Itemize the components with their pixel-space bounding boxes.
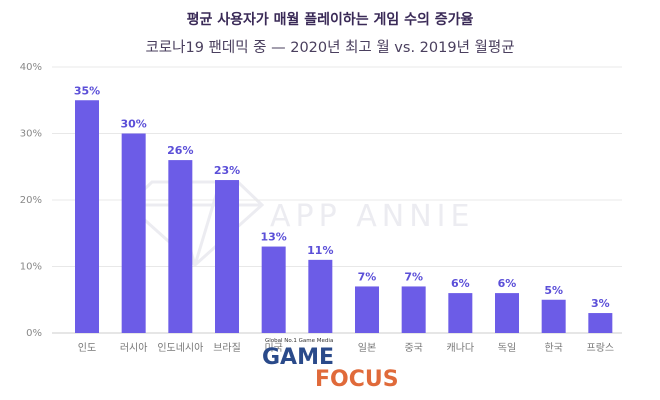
data-label: 11% — [307, 244, 333, 257]
x-tick-label: 한국 — [544, 342, 562, 354]
bar — [495, 293, 519, 333]
data-label: 6% — [451, 277, 470, 290]
data-label: 26% — [167, 144, 193, 157]
y-tick-label: 30% — [20, 129, 42, 140]
data-label: 13% — [260, 231, 286, 244]
x-axis: 인도 러시아 인도네시아 브라질 미국 일본 중국 캐나다 독일 한국 프랑스 — [78, 342, 614, 354]
y-tick-label: 20% — [20, 195, 42, 206]
x-tick-label: 일본 — [358, 342, 376, 354]
data-label: 35% — [74, 84, 100, 97]
bar — [448, 293, 473, 333]
data-label: 6% — [498, 277, 517, 290]
x-tick-label: 프랑스 — [587, 342, 615, 354]
x-tick-label: 중국 — [404, 342, 422, 354]
y-tick-label: 0% — [26, 328, 42, 339]
bars — [75, 100, 613, 333]
x-tick-label: 브라질 — [213, 342, 241, 354]
logo-focus: FOCUS — [315, 367, 399, 392]
logo-tagline: Global No.1 Game Media — [265, 338, 333, 344]
data-label: 23% — [214, 164, 240, 177]
x-tick-label: 미국 — [264, 342, 282, 354]
gridlines — [52, 66, 622, 334]
diamond-icon — [125, 180, 265, 268]
bar — [75, 100, 99, 333]
data-label: 30% — [120, 118, 146, 131]
bar — [541, 299, 566, 333]
chart-subtitle: 코로나19 팬데믹 중 — 2020년 최고 월 vs. 2019년 월평균 — [145, 39, 514, 56]
bar — [121, 133, 146, 333]
x-tick-label: 인도네시아 — [157, 342, 203, 354]
logo-game: GAME — [262, 345, 334, 370]
data-labels: 35% 30% 26% 23% 13% 11% 7% 7% 6% 6% 5% 3% — [74, 84, 610, 310]
watermark: APP ANNIE — [125, 180, 474, 268]
bar — [588, 313, 613, 333]
gamefocus-logo: Global No.1 Game Media GAME FOCUS — [262, 338, 399, 392]
bar — [308, 259, 333, 333]
data-label: 7% — [358, 270, 377, 283]
y-tick-label: 40% — [20, 62, 42, 73]
x-tick-label: 인도 — [78, 342, 96, 354]
bar — [215, 180, 239, 333]
data-label: 7% — [404, 270, 423, 283]
bar — [401, 286, 426, 333]
chart-title: 평균 사용자가 매월 플레이하는 게임 수의 증가율 — [187, 11, 474, 28]
y-axis: 0% 10% 20% 30% 40% — [20, 62, 42, 339]
x-tick-label: 러시아 — [120, 342, 148, 354]
bar — [168, 160, 193, 333]
watermark-text: APP ANNIE — [270, 199, 474, 234]
bar — [355, 286, 379, 333]
y-tick-label: 10% — [20, 262, 42, 273]
x-tick-label: 독일 — [498, 342, 516, 354]
data-label: 3% — [591, 297, 610, 310]
bar — [261, 246, 286, 333]
data-label: 5% — [544, 284, 563, 297]
x-tick-label: 캐나다 — [447, 342, 475, 354]
